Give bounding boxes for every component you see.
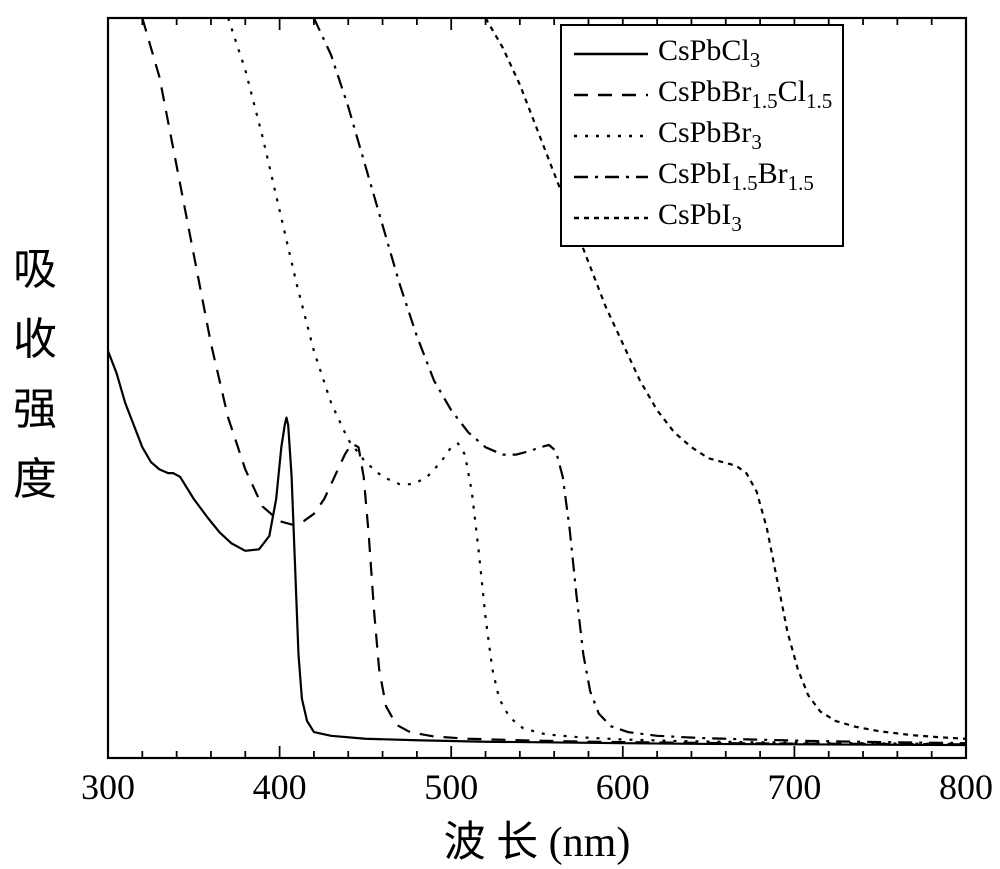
absorption-spectrum-chart: 吸收强度 波 长 (nm) 300 400 500 600 700 800 CsPbCl3… <box>0 0 1000 868</box>
legend-line-sample <box>572 83 650 107</box>
y-axis-label: 吸收强度 <box>12 248 58 528</box>
y-axis-label-char: 度 <box>13 458 57 502</box>
legend: CsPbCl3CsPbBr1.5Cl1.5CsPbBr3CsPbI1.5Br1.… <box>560 24 844 247</box>
legend-label: CsPbCl3 <box>658 34 760 73</box>
legend-item: CsPbBr1.5Cl1.5 <box>572 75 832 114</box>
legend-label: CsPbBr3 <box>658 116 762 155</box>
x-tick-label: 400 <box>253 766 307 808</box>
legend-item: CsPbCl3 <box>572 34 832 73</box>
legend-item: CsPbI3 <box>572 198 832 237</box>
plot-area <box>0 0 1000 868</box>
legend-line-sample <box>572 206 650 230</box>
legend-label: CsPbI1.5Br1.5 <box>658 157 814 196</box>
x-axis-label: 波 长 (nm) <box>397 808 677 869</box>
x-tick-label: 300 <box>81 766 135 808</box>
y-axis-label-char: 强 <box>13 388 57 432</box>
x-tick-label: 700 <box>767 766 821 808</box>
y-axis-label-char: 吸 <box>13 248 57 292</box>
x-tick-label: 500 <box>424 766 478 808</box>
legend-line-sample <box>572 124 650 148</box>
legend-item: CsPbBr3 <box>572 116 832 155</box>
legend-line-sample <box>572 42 650 66</box>
y-axis-label-char: 收 <box>13 318 57 362</box>
legend-item: CsPbI1.5Br1.5 <box>572 157 832 196</box>
x-tick-label: 600 <box>596 766 650 808</box>
legend-label: CsPbBr1.5Cl1.5 <box>658 75 832 114</box>
series-s1 <box>108 351 966 745</box>
legend-line-sample <box>572 165 650 189</box>
legend-label: CsPbI3 <box>658 198 742 237</box>
x-tick-label: 800 <box>939 766 993 808</box>
